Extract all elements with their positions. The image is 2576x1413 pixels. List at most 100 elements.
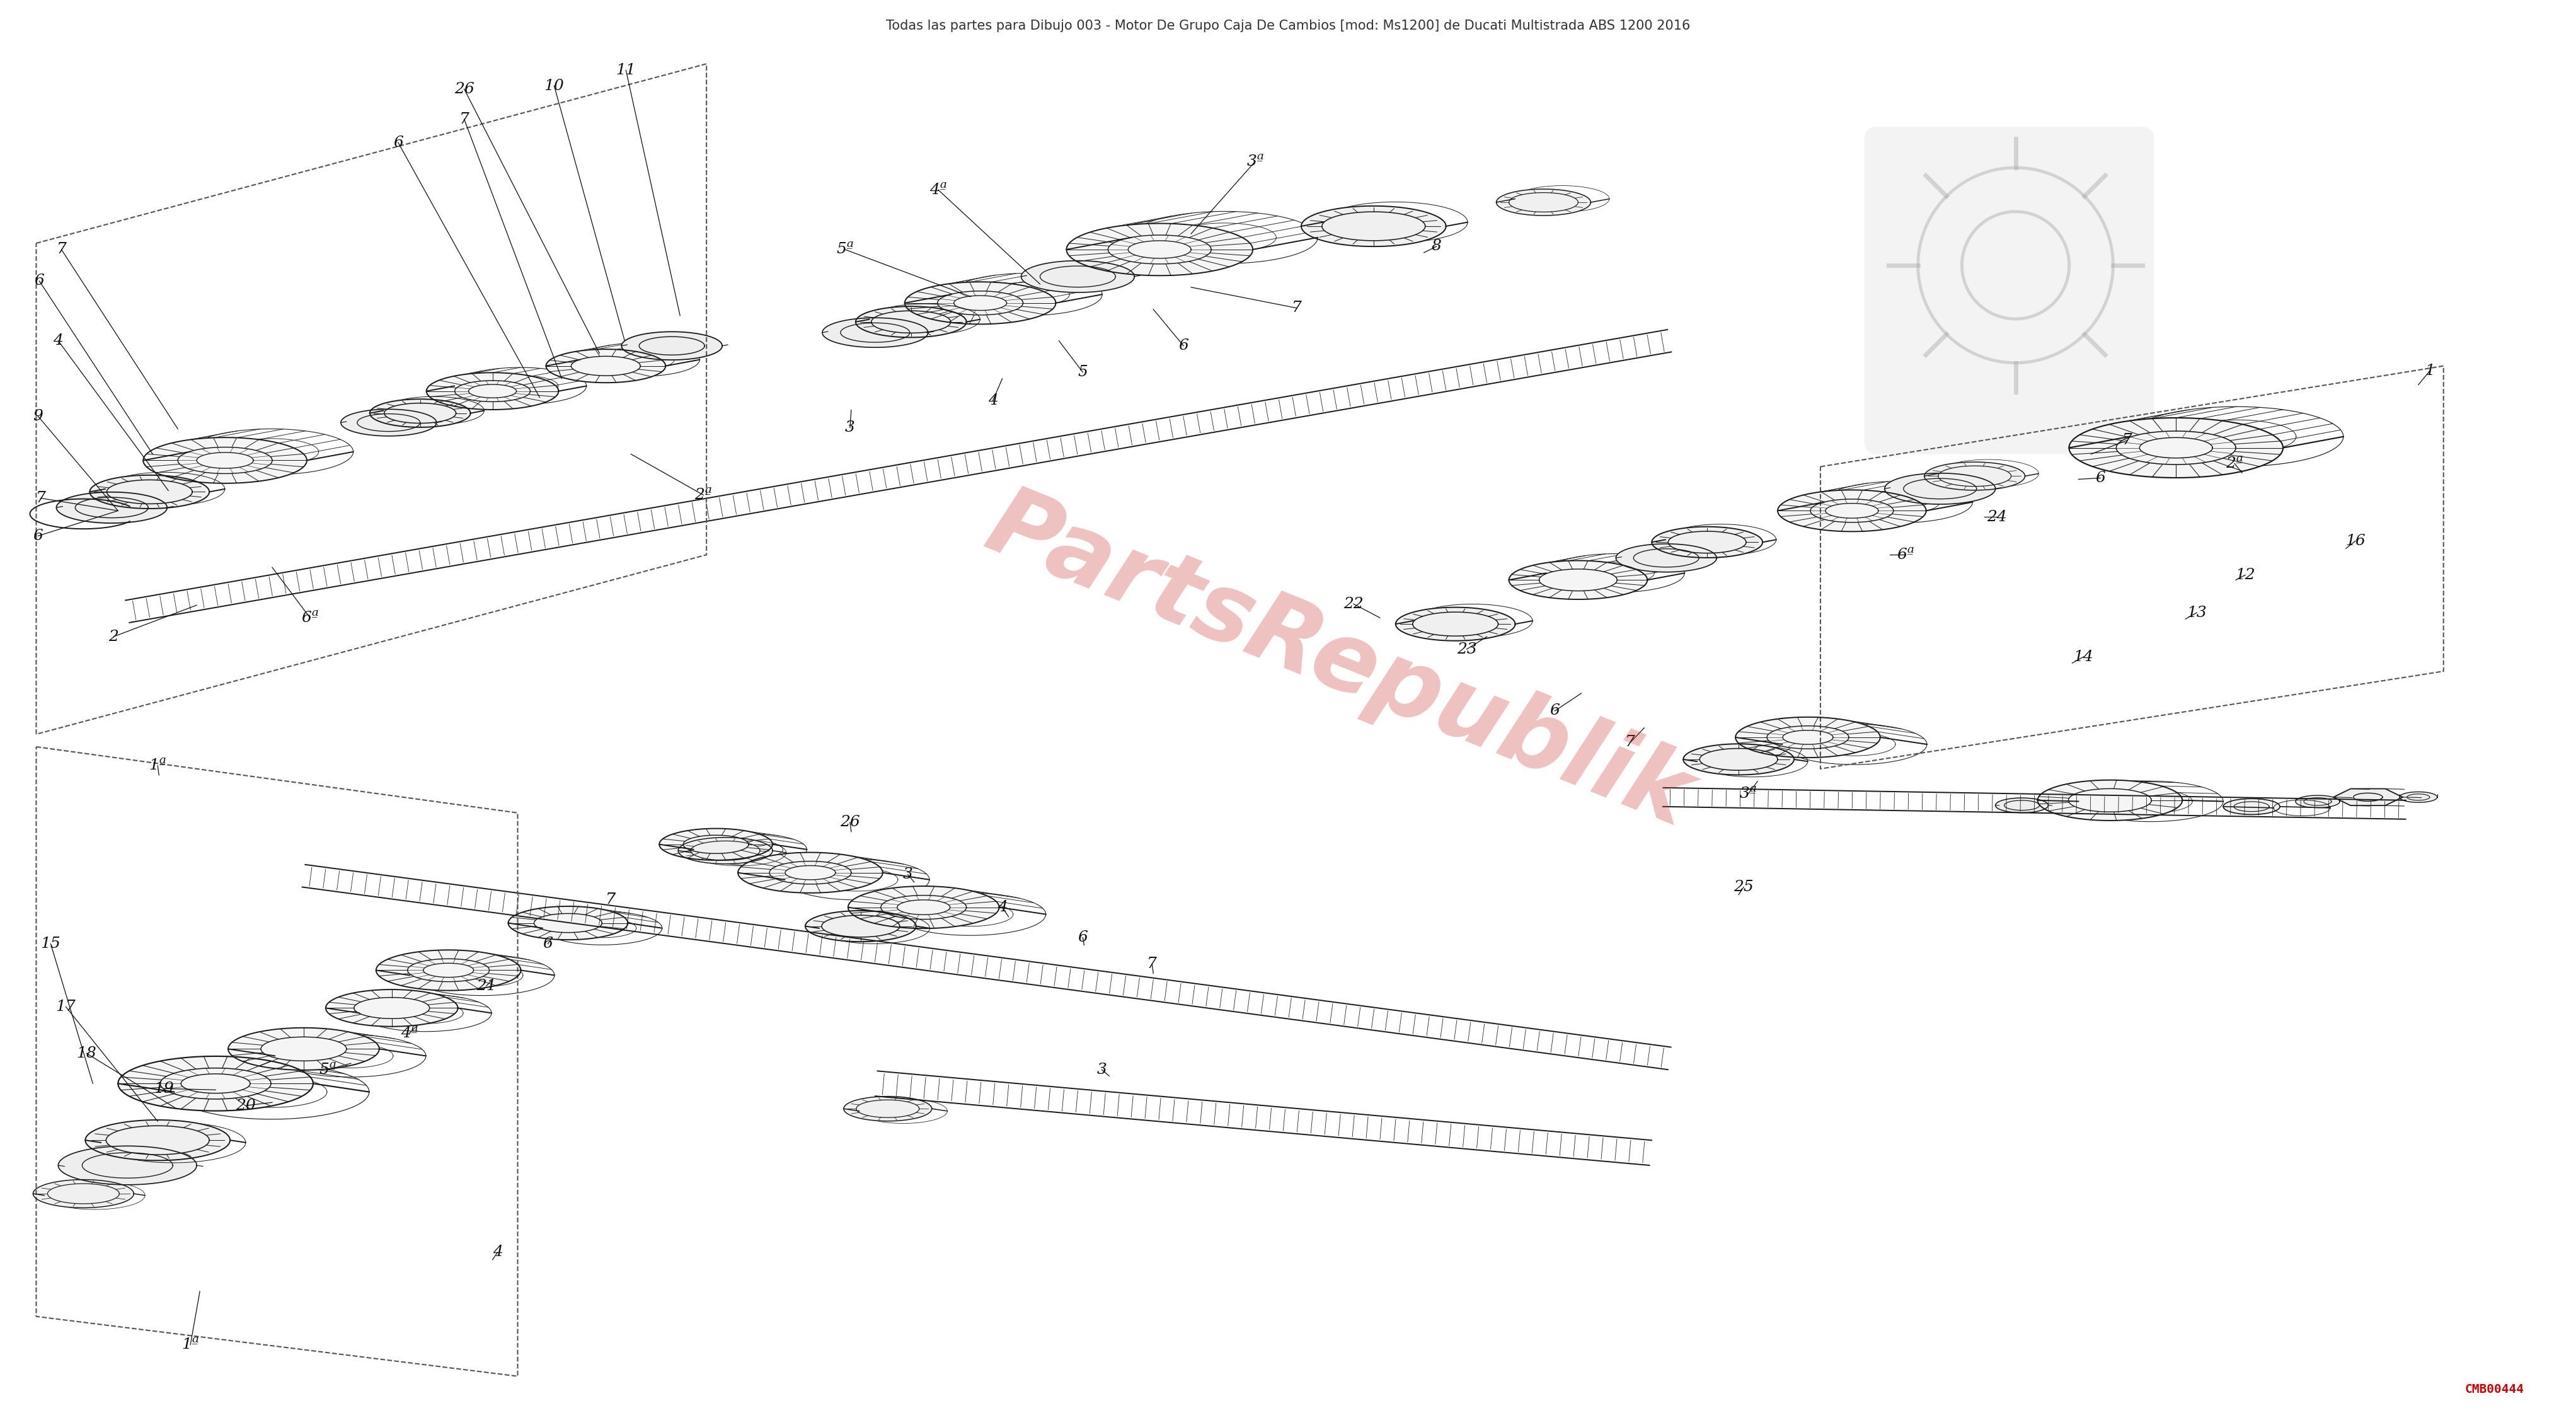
Text: 3: 3	[845, 421, 855, 435]
Text: 4ª: 4ª	[930, 182, 948, 196]
Text: 4: 4	[54, 333, 64, 348]
Polygon shape	[1777, 490, 1927, 531]
Polygon shape	[2223, 798, 2280, 814]
Polygon shape	[85, 1121, 229, 1160]
Polygon shape	[1736, 716, 1880, 757]
Text: 7: 7	[57, 242, 67, 257]
Text: 1ª: 1ª	[183, 1338, 198, 1352]
Text: 6ª: 6ª	[301, 610, 319, 625]
Polygon shape	[90, 475, 209, 509]
Text: 4: 4	[997, 900, 1007, 914]
Polygon shape	[1301, 206, 1445, 246]
Polygon shape	[546, 349, 665, 383]
Text: 4: 4	[492, 1245, 502, 1259]
Polygon shape	[1020, 261, 1133, 292]
Text: 11: 11	[616, 62, 636, 78]
Text: 18: 18	[77, 1046, 95, 1061]
Polygon shape	[677, 838, 773, 863]
Polygon shape	[428, 373, 559, 410]
Polygon shape	[2398, 791, 2437, 803]
Text: 13: 13	[2187, 605, 2208, 620]
Polygon shape	[325, 989, 459, 1026]
Text: 21: 21	[477, 979, 497, 993]
Text: 6: 6	[1551, 704, 1561, 718]
Text: 6: 6	[1180, 339, 1188, 353]
Polygon shape	[371, 398, 471, 427]
Polygon shape	[2295, 796, 2339, 808]
Polygon shape	[1066, 223, 1252, 276]
Text: 8: 8	[1432, 239, 1443, 253]
Text: 7: 7	[1291, 301, 1301, 315]
Text: 1ª: 1ª	[149, 759, 167, 773]
Polygon shape	[1615, 544, 1716, 572]
Text: 9: 9	[33, 410, 44, 424]
Polygon shape	[507, 906, 629, 940]
Text: 4ª: 4ª	[402, 1026, 417, 1040]
Polygon shape	[376, 950, 520, 991]
Text: CMB00444: CMB00444	[2465, 1383, 2524, 1395]
Polygon shape	[806, 910, 917, 941]
Text: 6: 6	[1077, 930, 1087, 945]
Polygon shape	[621, 332, 721, 360]
Text: 1: 1	[2424, 363, 2434, 379]
Text: 7: 7	[2123, 432, 2133, 448]
Text: 5: 5	[1077, 365, 1087, 380]
Text: 12: 12	[2236, 568, 2254, 582]
Text: 6: 6	[2094, 471, 2105, 485]
Polygon shape	[1924, 462, 2025, 490]
Text: 2ª: 2ª	[696, 487, 711, 502]
Text: 3: 3	[1097, 1063, 1108, 1077]
Text: 6: 6	[33, 274, 44, 288]
Polygon shape	[1996, 798, 2048, 812]
Text: 4: 4	[987, 393, 997, 408]
Text: 6ª: 6ª	[1896, 548, 1914, 562]
Text: 19: 19	[155, 1081, 175, 1096]
Text: 10: 10	[544, 79, 564, 93]
Polygon shape	[845, 1096, 933, 1121]
Polygon shape	[1396, 608, 1515, 640]
Text: 2ª: 2ª	[2226, 456, 2244, 471]
Polygon shape	[904, 281, 1056, 324]
Text: 25: 25	[1734, 880, 1754, 894]
Polygon shape	[737, 852, 884, 893]
Text: 26: 26	[840, 815, 860, 829]
Polygon shape	[229, 1027, 379, 1070]
Text: 3ª: 3ª	[1247, 154, 1265, 168]
Polygon shape	[1510, 561, 1649, 599]
Text: 7: 7	[1146, 957, 1157, 971]
Polygon shape	[848, 886, 999, 928]
Text: 6: 6	[544, 937, 554, 951]
Text: 7: 7	[605, 893, 616, 907]
Text: 6: 6	[394, 136, 402, 150]
Polygon shape	[1886, 473, 1996, 504]
Text: PartsRepublik: PartsRepublik	[974, 478, 1705, 846]
Text: 7: 7	[459, 112, 469, 126]
Polygon shape	[118, 1057, 314, 1111]
Polygon shape	[659, 828, 773, 861]
Polygon shape	[57, 492, 167, 523]
Polygon shape	[59, 1146, 196, 1184]
Polygon shape	[1651, 527, 1762, 558]
Text: 23: 23	[1458, 642, 1476, 657]
FancyBboxPatch shape	[1865, 127, 2154, 454]
Polygon shape	[2069, 418, 2282, 478]
Text: 2: 2	[108, 629, 118, 644]
Text: 3ª: 3ª	[1739, 787, 1757, 801]
Polygon shape	[144, 438, 307, 483]
Text: 24: 24	[1986, 510, 2007, 524]
Polygon shape	[340, 410, 435, 437]
Text: 14: 14	[2074, 650, 2094, 664]
Polygon shape	[822, 318, 927, 348]
Text: 7: 7	[36, 490, 46, 506]
Text: 6: 6	[33, 528, 44, 543]
Polygon shape	[2038, 780, 2182, 821]
Text: 15: 15	[41, 937, 62, 951]
Text: Todas las partes para Dibujo 003 - Motor De Grupo Caja De Cambios [mod: Ms1200] : Todas las partes para Dibujo 003 - Motor…	[886, 20, 1690, 32]
Text: 26: 26	[453, 82, 474, 96]
Text: 5ª: 5ª	[319, 1063, 337, 1077]
Text: 16: 16	[2344, 534, 2365, 548]
Text: 20: 20	[237, 1098, 255, 1113]
Polygon shape	[1497, 189, 1592, 216]
Text: 22: 22	[1345, 596, 1363, 612]
Text: 3: 3	[902, 868, 912, 882]
